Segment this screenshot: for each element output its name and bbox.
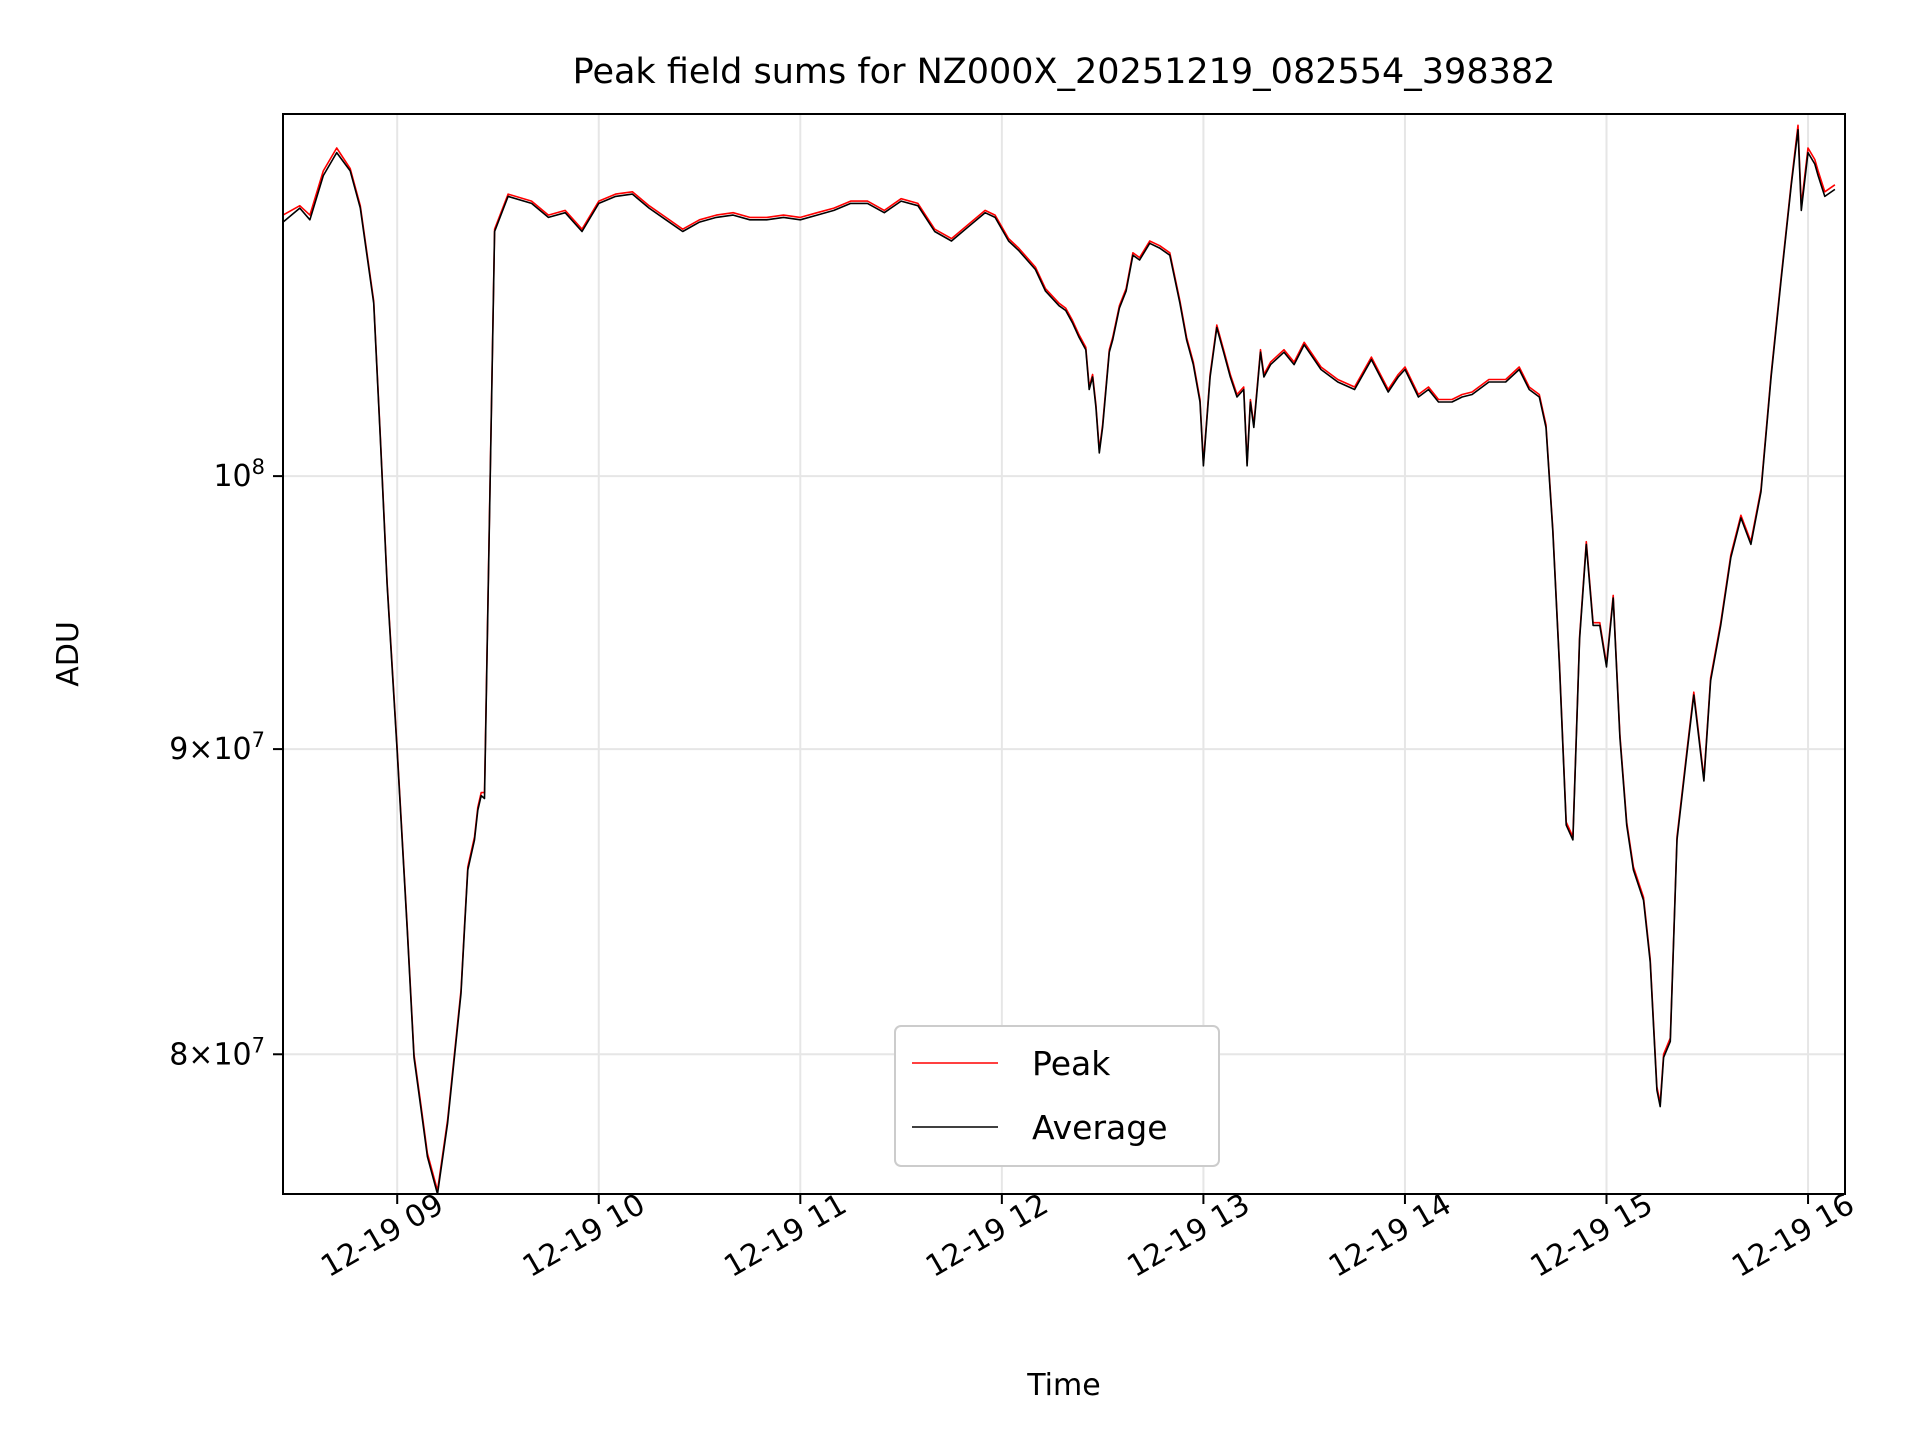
legend-label-average: Average	[1032, 1108, 1168, 1147]
y-tick-label: 8×107	[169, 1033, 265, 1072]
series-line-average	[282, 129, 1836, 1195]
legend-box	[894, 1025, 1220, 1167]
legend-label-peak: Peak	[1032, 1044, 1111, 1083]
plot-frame	[282, 113, 1846, 1195]
series-layer	[282, 124, 1836, 1195]
y-axis-label: ADU	[51, 621, 86, 687]
y-tick-label: 9×107	[169, 728, 265, 767]
chart-title: Peak field sums for NZ000X_20251219_0825…	[573, 52, 1556, 92]
grid-layer	[283, 114, 1845, 1194]
legend: Peak Average	[894, 1025, 1220, 1167]
x-axis-label: Time	[1026, 1368, 1100, 1403]
y-tick-label: 108	[213, 455, 265, 494]
